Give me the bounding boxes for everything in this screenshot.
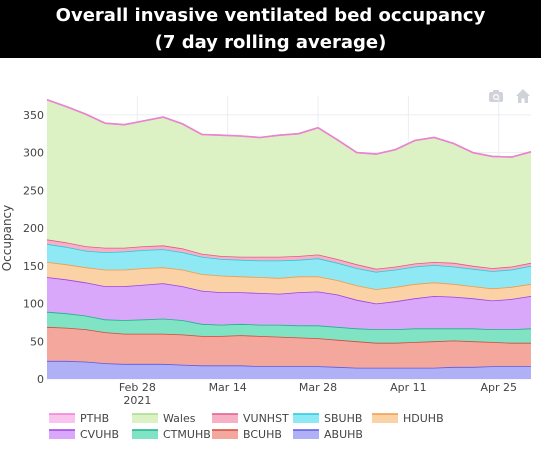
stacked-areas xyxy=(46,99,532,379)
legend-label: BCUHB xyxy=(243,428,282,441)
legend-label: SBUHB xyxy=(324,412,362,425)
x-tick-label: Feb 28 xyxy=(119,381,156,394)
home-icon[interactable] xyxy=(515,88,531,104)
legend-item-bcuhb[interactable]: BCUHB xyxy=(212,428,282,441)
area-vunhst xyxy=(47,239,531,272)
area-abuhb xyxy=(47,360,531,379)
legend-label: CVUHB xyxy=(80,428,119,441)
area-bcuhb xyxy=(47,326,531,368)
line-cvuhb xyxy=(46,276,532,305)
legend-swatch xyxy=(293,430,319,439)
x-tick-label: Apr 25 xyxy=(480,381,517,394)
legend-label: PTHB xyxy=(80,412,109,425)
y-tick-label: 100 xyxy=(23,298,44,311)
x-tick-label: Mar 28 xyxy=(299,381,337,394)
chart-title-line-1: Overall invasive ventilated bed occupanc… xyxy=(55,5,486,26)
y-axis-title: Occupancy xyxy=(0,205,14,272)
area-sbuhb xyxy=(47,243,531,290)
x-tick-year-label: 2021 xyxy=(123,394,151,407)
legend-item-abuhb[interactable]: ABUHB xyxy=(293,428,363,441)
legend-swatch xyxy=(49,430,75,439)
y-axis-ticks: 0 50 100 150 200 250 300 350 xyxy=(23,109,44,386)
legend-label: CTMUHB xyxy=(163,428,211,441)
legend-item-pthb[interactable]: PTHB xyxy=(49,412,109,425)
legend-swatch xyxy=(49,414,75,423)
line-pthb xyxy=(46,99,532,158)
legend-label: VUNHST xyxy=(243,412,289,425)
legend-item-cvuhb[interactable]: CVUHB xyxy=(49,428,119,441)
x-tick-label: Apr 11 xyxy=(390,381,427,394)
legend-label: ABUHB xyxy=(324,428,363,441)
chart-title-line-2: (7 day rolling average) xyxy=(154,32,387,53)
y-tick-label: 150 xyxy=(23,260,44,273)
y-tick-label: 350 xyxy=(23,109,44,122)
legend-swatch xyxy=(372,414,398,423)
area-cvuhb xyxy=(47,277,531,330)
y-tick-label: 250 xyxy=(23,184,44,197)
legend-swatch xyxy=(132,430,158,439)
x-tick-label: Mar 14 xyxy=(209,381,247,394)
legend-item-wales[interactable]: Wales xyxy=(132,412,196,425)
area-hduhb xyxy=(47,262,531,304)
legend-swatch xyxy=(293,414,319,423)
legend-swatch xyxy=(212,430,238,439)
legend-label: Wales xyxy=(163,412,196,425)
area-wales xyxy=(47,99,531,269)
legend: PTHB Wales VUNHST SBUHB HDUHB CVUHB CTMUHB BCUH… xyxy=(49,412,444,441)
camera-icon[interactable] xyxy=(488,88,504,104)
legend-item-hduhb[interactable]: HDUHB xyxy=(372,412,444,425)
legend-swatch xyxy=(212,414,238,423)
legend-swatch xyxy=(132,414,158,423)
y-tick-label: 300 xyxy=(23,147,44,160)
legend-item-vunhst[interactable]: VUNHST xyxy=(212,412,289,425)
legend-item-ctmuhb[interactable]: CTMUHB xyxy=(132,428,211,441)
y-tick-label: 50 xyxy=(30,335,44,348)
y-tick-label: 200 xyxy=(23,222,44,235)
legend-label: HDUHB xyxy=(403,412,444,425)
title-banner: Overall invasive ventilated bed occupanc… xyxy=(0,0,541,58)
legend-item-sbuhb[interactable]: SBUHB xyxy=(293,412,362,425)
y-tick-label: 0 xyxy=(37,373,44,386)
